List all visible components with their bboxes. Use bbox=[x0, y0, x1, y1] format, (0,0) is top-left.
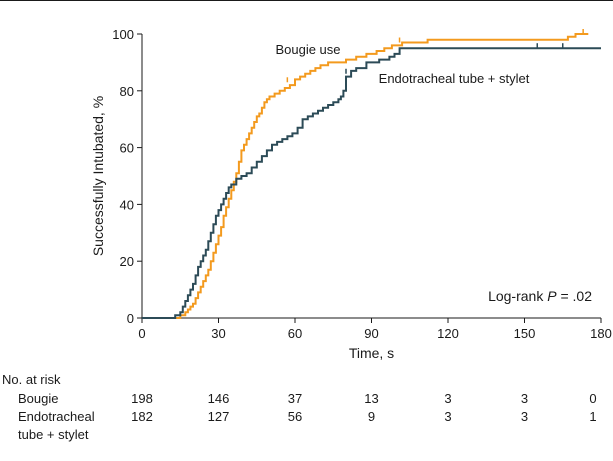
y-tick-label: 40 bbox=[120, 197, 134, 212]
risk-count: 56 bbox=[288, 409, 302, 424]
logrank-annotation: Log-rank P = .02 bbox=[488, 288, 592, 304]
x-tick-label: 120 bbox=[437, 326, 459, 341]
risk-count: 13 bbox=[364, 391, 378, 406]
risk-count: 3 bbox=[521, 391, 528, 406]
risk-count: 182 bbox=[131, 409, 153, 424]
km-curve-bougie bbox=[142, 33, 589, 319]
x-tick-label: 180 bbox=[590, 326, 612, 341]
x-tick-label: 0 bbox=[138, 326, 145, 341]
km-curve-stylet bbox=[142, 47, 601, 319]
y-tick-label: 20 bbox=[120, 254, 134, 269]
y-tick-label: 60 bbox=[120, 141, 134, 156]
y-tick-label: 0 bbox=[127, 311, 134, 326]
series-label-stylet: Endotracheal tube + stylet bbox=[379, 71, 530, 86]
risk-row-label: Endotracheal bbox=[18, 409, 95, 424]
x-axis-label: Time, s bbox=[349, 345, 394, 361]
risk-count: 0 bbox=[589, 391, 596, 406]
x-tick-label: 30 bbox=[211, 326, 225, 341]
x-tick-label: 60 bbox=[288, 326, 302, 341]
y-tick-label: 80 bbox=[120, 84, 134, 99]
x-tick-label: 90 bbox=[364, 326, 378, 341]
risk-table-title: No. at risk bbox=[2, 372, 61, 387]
y-axis-label: Successfully Intubated, % bbox=[90, 96, 106, 256]
risk-count: 37 bbox=[288, 391, 302, 406]
risk-count: 3 bbox=[444, 409, 451, 424]
risk-count: 9 bbox=[368, 409, 375, 424]
series-label-bougie: Bougie use bbox=[275, 42, 340, 57]
risk-count: 127 bbox=[208, 409, 230, 424]
x-tick-label: 150 bbox=[514, 326, 536, 341]
top-rule bbox=[0, 0, 613, 1]
risk-count: 3 bbox=[444, 391, 451, 406]
risk-count: 1 bbox=[589, 409, 596, 424]
y-tick-label: 100 bbox=[112, 27, 134, 42]
risk-count: 146 bbox=[208, 391, 230, 406]
risk-count: 198 bbox=[131, 391, 153, 406]
risk-row-label: tube + stylet bbox=[18, 427, 89, 442]
risk-row-label: Bougie bbox=[18, 391, 58, 406]
risk-count: 3 bbox=[521, 409, 528, 424]
